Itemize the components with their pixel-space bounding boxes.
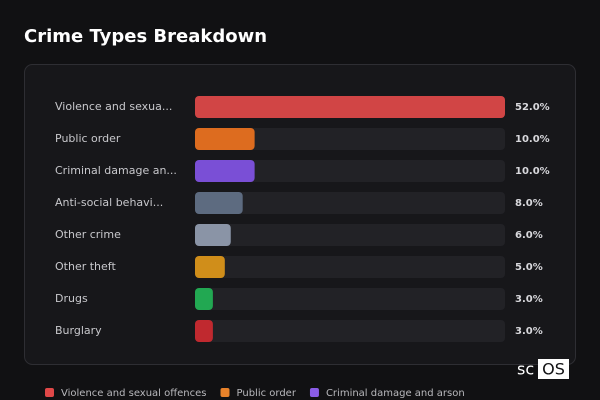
category-label: Other crime <box>55 228 121 241</box>
value-label: 5.0% <box>515 262 543 273</box>
legend-label: Public order <box>237 388 297 399</box>
chart-title: Crime Types Breakdown <box>24 26 267 47</box>
value-label: 8.0% <box>515 198 543 209</box>
bar-track <box>195 320 505 342</box>
bar-track <box>195 160 505 182</box>
value-label: 3.0% <box>515 326 543 337</box>
category-label: Drugs <box>55 292 88 305</box>
legend-label: Violence and sexual offences <box>61 388 207 399</box>
bar-track <box>195 288 505 310</box>
legend-swatch <box>45 388 54 397</box>
category-label: Other theft <box>55 260 116 273</box>
category-label: Public order <box>55 132 121 145</box>
legend-swatch <box>220 388 230 397</box>
value-label: 10.0% <box>515 134 550 145</box>
brand: sc OS <box>517 359 569 379</box>
value-label: 52.0% <box>515 102 550 113</box>
value-label: 10.0% <box>515 166 550 177</box>
value-label: 3.0% <box>515 294 543 305</box>
brand-box <box>538 359 569 379</box>
bar <box>195 320 213 342</box>
category-label: Anti-social behavi... <box>55 196 163 209</box>
category-label: Burglary <box>55 324 102 337</box>
bar <box>195 192 243 214</box>
brand-boxed: OS <box>542 360 565 379</box>
category-label: Violence and sexua... <box>55 100 172 113</box>
bar-track <box>195 224 505 246</box>
bar <box>195 256 225 278</box>
bar-track <box>195 256 505 278</box>
bar <box>195 224 231 246</box>
bar-track <box>195 128 505 150</box>
bar <box>195 96 505 118</box>
brand-prefix: sc <box>517 360 534 379</box>
legend-swatch <box>309 388 319 397</box>
value-label: 6.0% <box>515 230 543 241</box>
bar <box>195 288 213 310</box>
bar <box>195 128 255 150</box>
category-label: Criminal damage an... <box>55 164 177 177</box>
bar <box>195 160 255 182</box>
bar-track <box>195 192 505 214</box>
legend-label: Criminal damage and arson <box>326 388 465 399</box>
